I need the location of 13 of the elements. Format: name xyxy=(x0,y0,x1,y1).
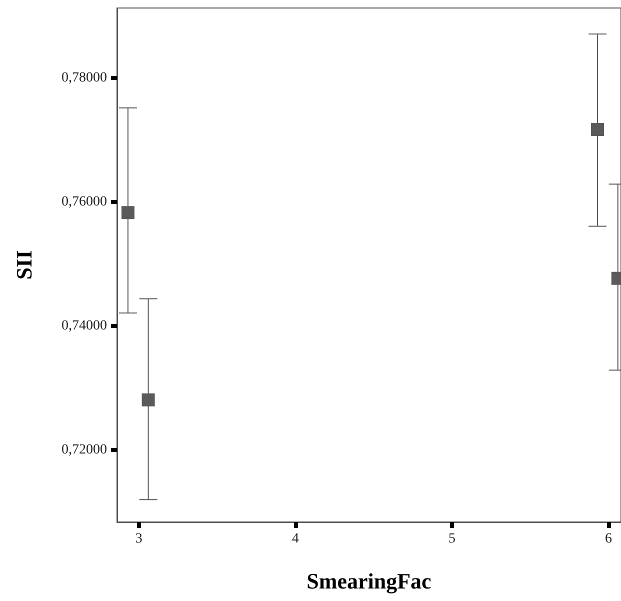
x-tick-label: 5 xyxy=(448,532,456,546)
y-tick-label: 0,78000 xyxy=(62,70,107,86)
y-tick-label: 0,76000 xyxy=(62,194,107,210)
point xyxy=(121,206,134,220)
x-tick-label: 6 xyxy=(604,532,612,546)
x-tick-label: 3 xyxy=(135,532,142,546)
y-axis-title: SII xyxy=(12,250,36,280)
y-tick-label: 0,74000 xyxy=(62,318,107,334)
point xyxy=(142,393,155,406)
x-axis-title: SmearingFac xyxy=(306,568,432,594)
x-tick-label: 4 xyxy=(292,532,299,546)
point xyxy=(591,123,604,136)
y-tick-label: 0,72000 xyxy=(62,442,107,458)
